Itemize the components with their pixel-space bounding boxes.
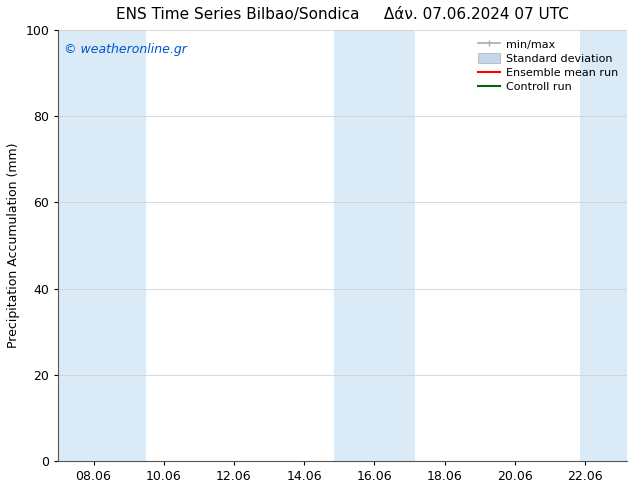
Bar [579, 30, 627, 461]
Bar [58, 30, 146, 461]
Y-axis label: Precipitation Accumulation (mm): Precipitation Accumulation (mm) [7, 143, 20, 348]
Legend: min/max, Standard deviation, Ensemble mean run, Controll run: min/max, Standard deviation, Ensemble me… [475, 36, 621, 96]
Text: © weatheronline.gr: © weatheronline.gr [64, 43, 187, 56]
Title: ENS Time Series Bilbao/Sondica     Δάν. 07.06.2024 07 UTC: ENS Time Series Bilbao/Sondica Δάν. 07.0… [116, 7, 569, 22]
Bar [334, 30, 415, 461]
